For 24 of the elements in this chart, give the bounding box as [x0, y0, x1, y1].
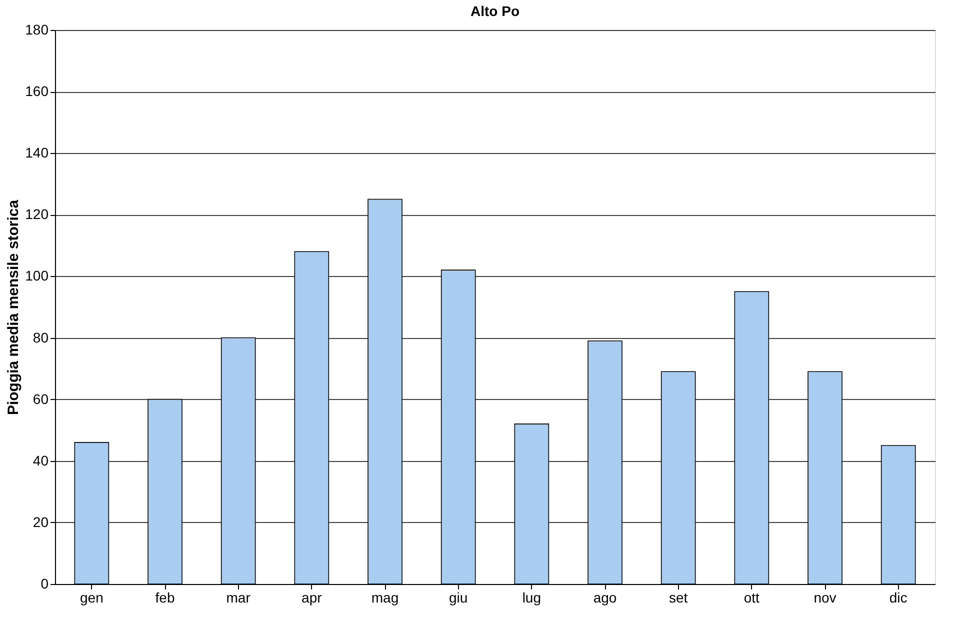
y-tick-label: 40: [32, 452, 49, 468]
y-tick-label: 180: [25, 22, 49, 38]
x-tick-label: feb: [155, 590, 175, 606]
y-tick-label: 80: [32, 329, 49, 346]
x-tick-label: mar: [226, 590, 251, 606]
chart-title: Alto Po: [470, 3, 520, 19]
y-tick-label: 100: [25, 268, 49, 284]
x-tick-label: lug: [522, 590, 542, 606]
x-tick-label: ago: [593, 590, 617, 606]
y-tick-label: 0: [40, 576, 49, 592]
x-tick-label: dic: [889, 590, 908, 606]
x-tick-label: apr: [302, 590, 322, 606]
x-tick-label: mag: [371, 590, 399, 606]
y-tick-label: 160: [25, 83, 49, 100]
x-tick-label: ott: [744, 590, 760, 606]
y-tick-label: 60: [32, 390, 49, 407]
x-tick-label: gen: [80, 590, 104, 606]
x-tick-label: giu: [448, 590, 468, 606]
y-axis-title: Pioggia media mensile storica: [5, 199, 22, 416]
y-tick-label: 140: [25, 144, 49, 161]
y-tick-label: 120: [25, 206, 49, 222]
y-tick-label: 20: [32, 514, 49, 530]
x-tick-label: nov: [814, 590, 836, 606]
x-tick-label: set: [668, 590, 688, 606]
